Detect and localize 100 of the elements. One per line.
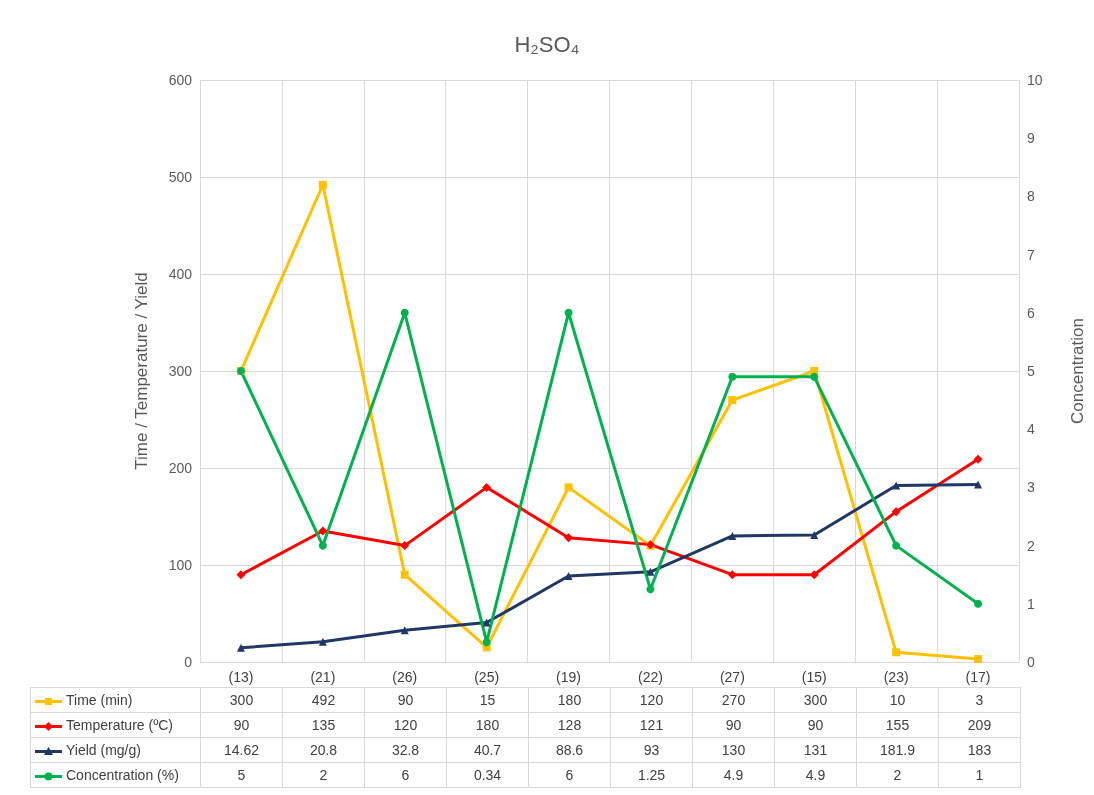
point — [318, 180, 327, 189]
data-label: 93 — [610, 737, 693, 763]
legend-label: Yield (mg/g) — [66, 742, 141, 758]
y2-tick-label: 6 — [1027, 304, 1035, 321]
data-label: 3 — [938, 687, 1021, 713]
y2-tick-label: 5 — [1027, 363, 1035, 379]
data-label: 10 — [856, 687, 939, 713]
data-label: 120 — [610, 687, 693, 713]
data-label: 120 — [364, 712, 447, 738]
point — [727, 570, 737, 580]
data-label: 1.25 — [610, 762, 693, 788]
point — [646, 567, 655, 576]
legend-label: Temperature (ºC) — [66, 717, 174, 733]
data-label: 0.34 — [446, 762, 529, 788]
x-tick-label: (19) — [556, 669, 581, 685]
y2-tick-label: 9 — [1027, 130, 1035, 147]
data-label: 183 — [938, 737, 1021, 763]
data-label: 300 — [774, 687, 857, 713]
point — [400, 308, 409, 317]
x-tick-label: (13) — [228, 669, 254, 685]
data-label: 155 — [856, 712, 939, 738]
point — [728, 372, 737, 381]
x-tick-label: (25) — [474, 669, 500, 685]
data-label: 209 — [938, 712, 1021, 738]
point — [564, 572, 573, 581]
data-label: 130 — [692, 737, 775, 763]
point — [646, 585, 655, 594]
data-label: 2 — [856, 762, 939, 788]
y-tick-label: 300 — [168, 363, 193, 379]
data-label: 300 — [200, 687, 283, 713]
data-label: 2 — [282, 762, 365, 788]
data-label: 90 — [692, 712, 775, 738]
data-label: 88.6 — [528, 737, 611, 763]
data-label: 1 — [938, 762, 1021, 788]
point — [810, 372, 819, 381]
y-tick-label: 500 — [168, 169, 193, 185]
data-label: 32.8 — [364, 737, 447, 763]
data-label: 90 — [774, 712, 857, 738]
point — [318, 541, 327, 550]
data-label: 15 — [446, 687, 529, 713]
point — [973, 454, 983, 464]
x-tick-label: (17) — [965, 669, 991, 685]
point — [974, 655, 983, 664]
point — [728, 396, 737, 405]
data-label: 492 — [282, 687, 365, 713]
data-label: 90 — [364, 687, 447, 713]
data-label: 128 — [528, 712, 611, 738]
data-label: 40.7 — [446, 737, 529, 763]
point — [236, 570, 246, 580]
y2-tick-label: 8 — [1027, 188, 1035, 205]
data-label: 135 — [282, 712, 365, 738]
y-tick-label: 400 — [168, 266, 193, 282]
point — [810, 530, 819, 539]
x-tick-label: (21) — [310, 669, 336, 685]
data-label: 180 — [528, 687, 611, 713]
y2-axis-title: Concentration — [1068, 318, 1087, 424]
point — [318, 526, 328, 536]
y2-tick-label: 4 — [1027, 421, 1035, 438]
data-label: 4.9 — [692, 762, 775, 788]
point — [564, 533, 574, 543]
data-label: 180 — [446, 712, 529, 738]
point — [809, 570, 819, 580]
point — [892, 648, 901, 657]
data-label: 6 — [528, 762, 611, 788]
legend-label: Time (min) — [66, 692, 133, 708]
point — [318, 637, 327, 646]
x-tick-label: (23) — [883, 669, 909, 685]
point — [482, 638, 491, 647]
point — [564, 483, 573, 492]
x-tick-label: (22) — [638, 669, 663, 685]
data-label: 14.62 — [200, 737, 283, 763]
y-tick-label: 0 — [184, 654, 193, 670]
data-label: 6 — [364, 762, 447, 788]
data-label: 20.8 — [282, 737, 365, 763]
point — [564, 308, 573, 317]
y2-tick-label: 1 — [1027, 595, 1035, 612]
point — [974, 599, 983, 608]
data-label: 131 — [774, 737, 857, 763]
y2-tick-label: 7 — [1027, 246, 1035, 263]
point — [482, 482, 492, 492]
x-tick-label: (15) — [801, 669, 827, 685]
chart-title: H₂SO₄ — [514, 31, 580, 57]
data-label: 181.9 — [856, 737, 939, 763]
point — [892, 481, 901, 490]
point — [482, 618, 491, 627]
point — [892, 541, 901, 550]
data-label: 121 — [610, 712, 693, 738]
y2-tick-label: 2 — [1027, 537, 1035, 554]
legend-label: Concentration (%) — [66, 767, 179, 783]
point — [400, 541, 410, 551]
data-label: 5 — [200, 762, 283, 788]
x-tick-label: (27) — [719, 669, 745, 685]
y-tick-label: 100 — [168, 557, 193, 573]
data-label: 270 — [692, 687, 775, 713]
point — [236, 643, 245, 652]
point — [891, 507, 901, 517]
y-tick-label: 600 — [168, 72, 193, 88]
data-label: 4.9 — [774, 762, 857, 788]
y2-tick-label: 0 — [1027, 654, 1035, 670]
y-axis-title: Time / Temperature / Yield — [132, 272, 151, 470]
